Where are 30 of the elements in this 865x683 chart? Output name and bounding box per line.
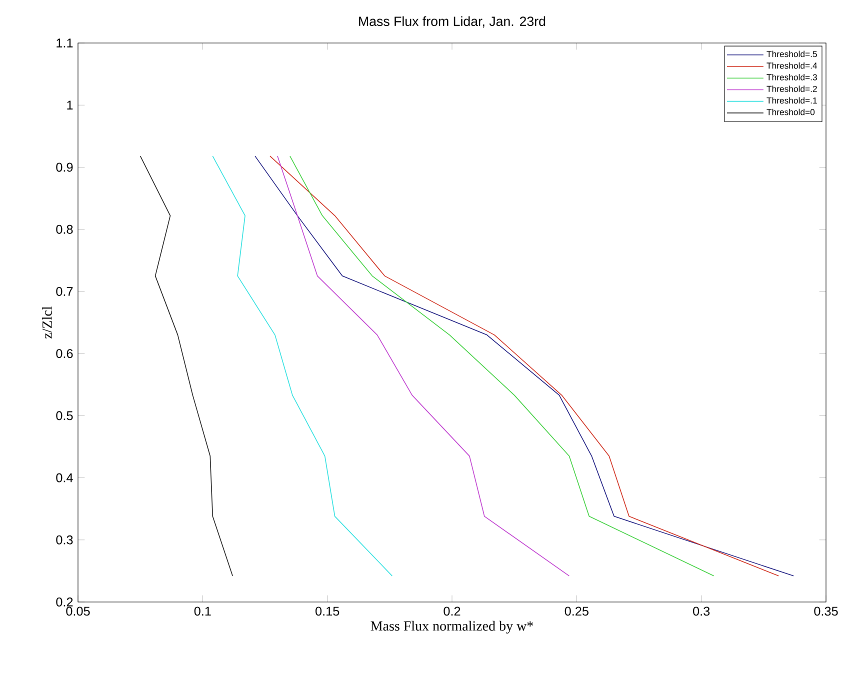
x-tick-label: 0.05 [66,606,90,616]
y-tick-label: 0.3 [56,535,73,544]
y-tick-label: 0.7 [56,286,73,296]
x-axis-title: Mass Flux normalized by w* [370,620,533,634]
legend-label: Threshold=.1 [766,97,817,104]
y-tick-label: 0.4 [56,473,73,482]
x-tick-label: 0.1 [194,606,211,616]
x-tick-label: 0.35 [814,606,838,616]
y-tick-label: 0.5 [56,411,73,420]
y-axis-title: z/Zlcl [42,306,52,338]
legend-label: Threshold=.3 [766,74,817,80]
y-tick-label: 1.1 [56,38,73,48]
y-tick-label: 0.2 [56,598,73,606]
x-tick-label: 0.3 [693,606,710,616]
x-tick-label: 0.25 [564,606,588,616]
y-tick-label: 0.9 [56,162,73,172]
chart-title: Mass Flux from Lidar, Jan. 23rd [359,16,546,28]
y-tick-label: 0.8 [56,224,73,234]
x-tick-label: 0.15 [316,606,340,616]
legend-label: Threshold=0 [766,108,815,116]
legend-label: Threshold=.5 [766,50,817,58]
legend-label: Threshold=.2 [766,86,817,92]
line-series [290,156,714,576]
x-tick-label: 0.2 [444,606,460,616]
y-tick-label: 0.6 [56,349,73,358]
line-series [212,156,393,576]
y-tick-label: 1 [67,100,73,110]
legend-label: Threshold=.4 [766,62,818,69]
line-series [140,156,233,576]
line-series [277,156,570,576]
